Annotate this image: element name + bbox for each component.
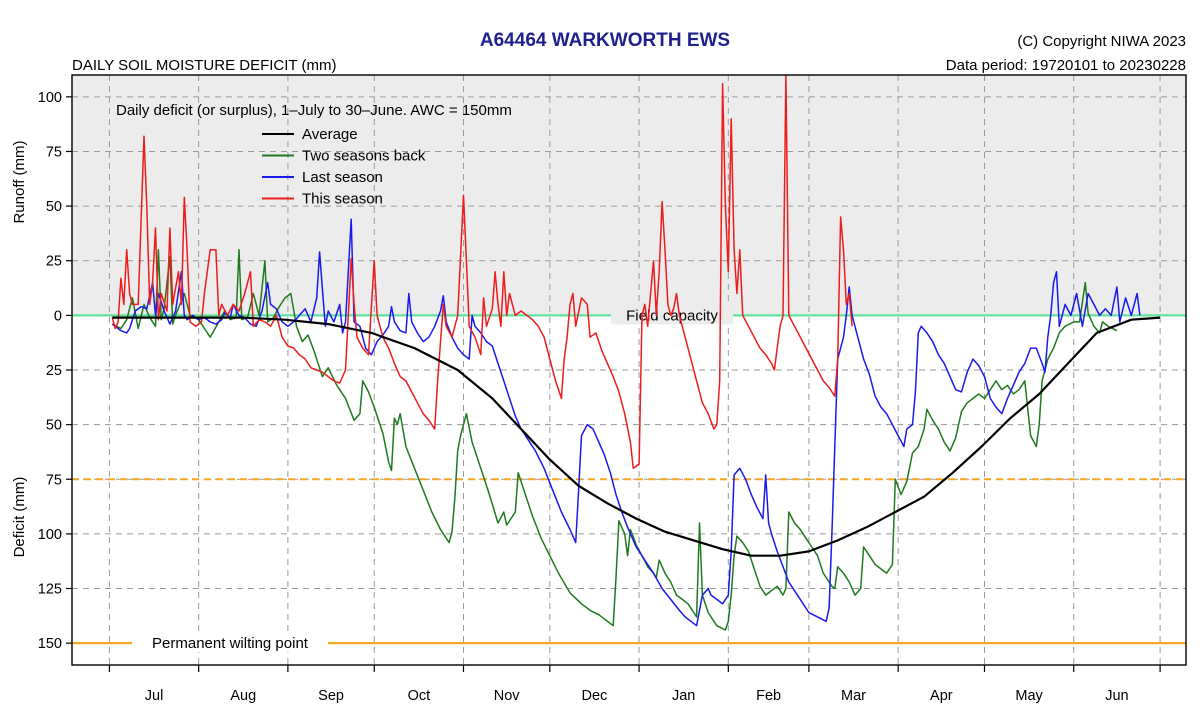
chart-title: A64464 WARKWORTH EWS	[480, 30, 730, 51]
runoff-axis-label: Runoff (mm)	[11, 140, 28, 223]
x-tick-label: Jan	[672, 688, 695, 704]
y-tick-label: 75	[46, 472, 62, 488]
legend-label: Average	[302, 126, 358, 143]
y-tick-label: 50	[46, 418, 62, 434]
y-tick-label: 75	[46, 144, 62, 160]
legend-label: This season	[302, 191, 383, 208]
chart-subtitle: DAILY SOIL MOISTURE DEFICIT (mm)	[72, 57, 336, 74]
y-tick-label: 25	[46, 254, 62, 270]
x-tick-label: May	[1015, 688, 1043, 704]
series-line-average	[112, 316, 1161, 557]
x-tick-label: Jul	[145, 688, 164, 704]
y-tick-label: 50	[46, 199, 62, 215]
x-axis-ticks: Jul Aug Sep Oct Nov Dec Jan Feb Mar Apr May Jun	[108, 665, 1161, 704]
y-tick-label: 25	[46, 363, 62, 379]
y-tick-label: 150	[38, 636, 62, 652]
runoff-shaded-area	[72, 75, 1186, 316]
chart-annotation: Daily deficit (or surplus), 1–July to 30…	[116, 102, 512, 119]
legend-label: Last season	[302, 169, 383, 186]
deficit-axis-label: Deficit (mm)	[11, 477, 28, 558]
x-tick-label: Feb	[756, 688, 781, 704]
legend: Average Two seasons back Last season This s…	[262, 126, 426, 208]
series-line-this-season	[111, 74, 853, 470]
series-lines	[111, 74, 1161, 631]
legend-label: Two seasons back	[302, 148, 426, 165]
y-tick-label: 0	[54, 308, 62, 324]
x-tick-label: Aug	[230, 688, 256, 704]
reference-lines: Field capacity Permanent wilting point	[72, 306, 1186, 653]
reference-label-bg	[132, 634, 328, 653]
plot-background	[72, 75, 1186, 316]
y-tick-label: 125	[38, 582, 62, 598]
copyright-text: (C) Copyright NIWA 2023	[1017, 33, 1186, 50]
y-tick-label: 100	[38, 90, 62, 106]
data-period-text: Data period: 19720101 to 20230228	[946, 57, 1186, 74]
reference-label: Field capacity	[626, 307, 718, 324]
x-tick-label: Dec	[582, 688, 608, 704]
x-tick-label: Apr	[930, 688, 953, 704]
x-tick-label: Nov	[494, 688, 521, 704]
x-tick-label: Oct	[408, 688, 431, 704]
x-tick-label: Jun	[1105, 688, 1128, 704]
x-tick-label: Sep	[318, 688, 344, 704]
y-axis-ticks: 100 75 50 25 0 25 50 75 100 125 150	[38, 90, 72, 652]
y-tick-label: 100	[38, 527, 62, 543]
x-tick-label: Mar	[841, 688, 866, 704]
reference-label: Permanent wilting point	[152, 635, 309, 652]
series-line-two-seasons-back	[111, 249, 1118, 631]
